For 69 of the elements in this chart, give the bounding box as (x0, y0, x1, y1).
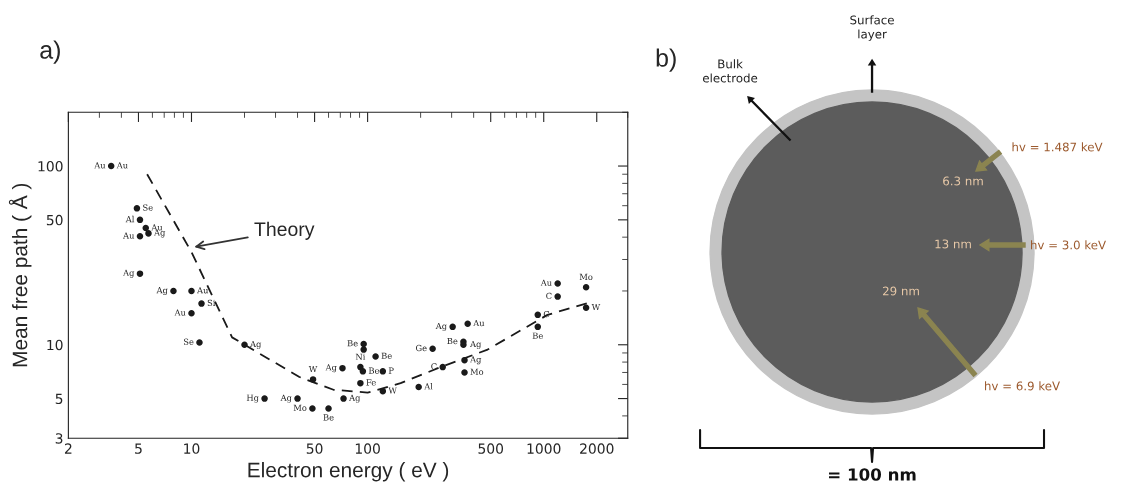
annotation: Ag (349, 394, 361, 403)
annotation: Ni (355, 353, 366, 360)
annotation: Al (125, 215, 135, 223)
annotation: Se (183, 338, 194, 345)
annotation: Fe (366, 379, 376, 386)
annotation: Mo (293, 404, 307, 411)
annotation: W (308, 366, 318, 373)
annotation: Ge (415, 344, 427, 352)
y-tick-label: 3 (55, 433, 63, 444)
annotation: Au (122, 232, 135, 239)
x-tick-label: 5 (135, 443, 142, 454)
annotation: Ag (325, 364, 337, 373)
annotation: Ag (156, 287, 168, 295)
text: 29 nm (883, 286, 919, 296)
x-tick-label: 500 (478, 443, 504, 454)
annotation: Ag (154, 229, 166, 238)
text: Surface layer (850, 15, 894, 41)
y-tick-label: 50 (46, 214, 63, 226)
annotation: C (431, 363, 437, 370)
annotation: Al (424, 383, 433, 390)
annotation: Be (447, 337, 458, 345)
annotation: Mo (470, 368, 484, 375)
annotation: Hg (246, 394, 259, 403)
annotation: Ag (470, 340, 482, 349)
annotation: Au (196, 287, 209, 294)
text: 13 nm (935, 239, 971, 249)
annotation: Ag (435, 322, 447, 331)
text: Bulk electrode (702, 59, 758, 83)
x-axis-title: Electron energy ( eV ) (248, 462, 449, 482)
annotation: Au (94, 162, 106, 169)
annotation: Au (473, 320, 485, 327)
annotation: Ag (280, 394, 292, 403)
x-tick-label: 50 (306, 443, 323, 454)
annotation: W (591, 304, 601, 311)
annotation: Be (323, 414, 334, 421)
annotation: Au (540, 279, 552, 286)
y-axis-title: Mean free path ( Å ) (8, 183, 32, 367)
annotation: W (388, 387, 397, 394)
annotation: Ag (470, 356, 482, 365)
text: 6.3 nm (943, 176, 983, 186)
annotation: Au (151, 224, 163, 231)
annotation: Be (347, 340, 358, 347)
annotation: P (388, 367, 394, 374)
y-tick-label: 10 (47, 339, 63, 351)
annotation: Be (368, 367, 380, 374)
annotation: Au (174, 309, 186, 316)
text: hv = 1.487 keV (1012, 142, 1103, 152)
annotation: Be (381, 352, 392, 359)
text: hv = 6.9 keV (985, 381, 1060, 391)
annotation: Si (207, 299, 216, 306)
annotation: Ag (250, 340, 262, 349)
x-tick-label: 2000 (580, 443, 614, 454)
annotation: Mo (579, 273, 593, 281)
x-tick-label: 1000 (527, 443, 561, 454)
annotation: Be (532, 332, 543, 339)
annotation: Se (143, 204, 153, 211)
annotation: Au (116, 162, 128, 169)
annotation: C (546, 292, 552, 300)
chart-title: a) (40, 40, 60, 64)
text: hv = 3.0 keV (1031, 240, 1106, 250)
x-tick-label: 2 (64, 443, 72, 454)
y-tick-label: 5 (55, 393, 63, 405)
text: b) (656, 48, 676, 72)
y-tick-label: 100 (38, 161, 63, 172)
x-tick-label: 100 (355, 443, 380, 454)
annotation: Theory (254, 221, 315, 240)
text: = 100 nm (829, 468, 916, 481)
annotation: Ag (123, 269, 135, 278)
x-tick-label: 10 (184, 443, 200, 454)
